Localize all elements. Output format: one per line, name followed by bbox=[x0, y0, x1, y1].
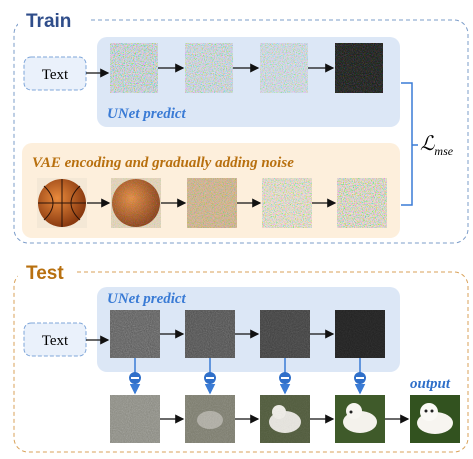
minus-ops bbox=[129, 358, 366, 395]
loss-subscript: mse bbox=[434, 144, 453, 158]
bracket bbox=[401, 82, 418, 206]
unet-label: UNet predict bbox=[107, 106, 187, 122]
denoised-images bbox=[110, 395, 460, 443]
vae-images bbox=[37, 178, 387, 228]
title-bg bbox=[18, 6, 88, 32]
loss-symbol: ℒ bbox=[420, 133, 435, 155]
output-label: output bbox=[410, 376, 451, 392]
arrows bbox=[86, 63, 335, 78]
text-label: Text bbox=[42, 67, 69, 83]
test-title: Test bbox=[26, 263, 64, 284]
train-title: Train bbox=[26, 11, 71, 32]
unet-label: UNet predict bbox=[107, 291, 187, 307]
unet-panel bbox=[97, 37, 400, 127]
train-frame bbox=[13, 19, 469, 244]
vae-label: VAE encoding and gradually adding noise bbox=[32, 155, 294, 171]
train-noise bbox=[110, 43, 383, 93]
test-frame bbox=[13, 271, 469, 453]
text-label: Text bbox=[42, 333, 69, 349]
title-bg bbox=[18, 259, 76, 285]
loss-label: ℒmse bbox=[420, 133, 454, 158]
unet-panel bbox=[97, 287, 400, 372]
arrows bbox=[86, 329, 335, 345]
test-noise bbox=[110, 310, 385, 358]
